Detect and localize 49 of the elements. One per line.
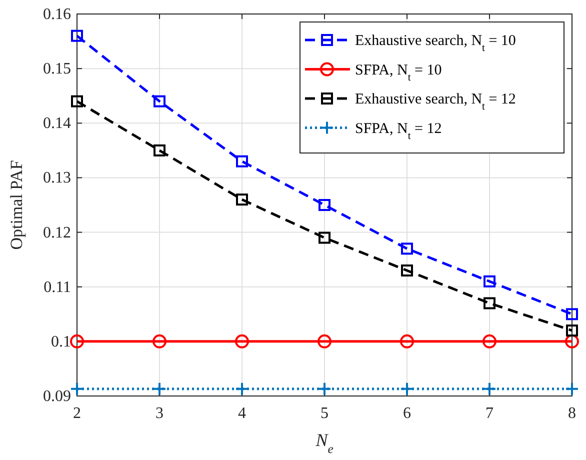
point xyxy=(318,382,332,396)
x-tick-label: 4 xyxy=(238,405,246,422)
point xyxy=(401,242,413,255)
point xyxy=(236,155,248,168)
point xyxy=(482,334,496,348)
point xyxy=(566,308,578,320)
x-tick-label: 3 xyxy=(156,405,164,422)
y-tick-label: 0.1 xyxy=(51,333,71,350)
point xyxy=(400,334,414,348)
point xyxy=(318,232,330,244)
point xyxy=(318,199,330,211)
point xyxy=(235,382,249,396)
point xyxy=(484,297,496,310)
point xyxy=(565,334,579,348)
legend-label: SFPA, N$_{t}$ = 10 xyxy=(355,62,442,83)
y-tick-label: 0.15 xyxy=(43,60,71,78)
point xyxy=(71,95,83,108)
y-axis-title: Optimal PAF xyxy=(7,160,26,250)
x-tick-label: 8 xyxy=(568,405,576,422)
y-tick-label: 0.13 xyxy=(43,170,71,187)
point xyxy=(70,334,84,348)
point xyxy=(154,95,166,108)
y-tick-label: 0.16 xyxy=(43,6,71,23)
point xyxy=(154,144,166,156)
point xyxy=(236,194,248,206)
point xyxy=(152,382,166,396)
point xyxy=(565,382,579,396)
y-tick-label: 0.11 xyxy=(44,278,71,296)
x-tick-label: 6 xyxy=(403,405,411,422)
legend-label: Exhaustive search, N$_{t}$ = 10 xyxy=(355,33,516,54)
y-tick-label: 0.14 xyxy=(43,115,71,132)
point xyxy=(71,30,83,42)
y-tick-label: 0.12 xyxy=(43,224,71,242)
point xyxy=(400,382,414,396)
y-tick-label: 0.09 xyxy=(43,388,71,405)
x-tick-label: 5 xyxy=(320,405,328,422)
point xyxy=(152,334,166,348)
x-tick-label: 7 xyxy=(486,405,494,422)
point xyxy=(318,334,332,348)
point xyxy=(401,264,413,276)
x-tick-label: 2 xyxy=(73,405,81,422)
point xyxy=(566,324,578,337)
legend-label: SFPA, N$_{t}$ = 12 xyxy=(355,120,442,142)
x-axis-title: N$_{e}$ xyxy=(314,430,334,456)
point xyxy=(235,334,249,348)
point xyxy=(482,382,496,396)
point xyxy=(484,275,496,288)
legend-label: Exhaustive search, N$_{t}$ = 12 xyxy=(355,92,516,112)
point xyxy=(70,382,84,396)
